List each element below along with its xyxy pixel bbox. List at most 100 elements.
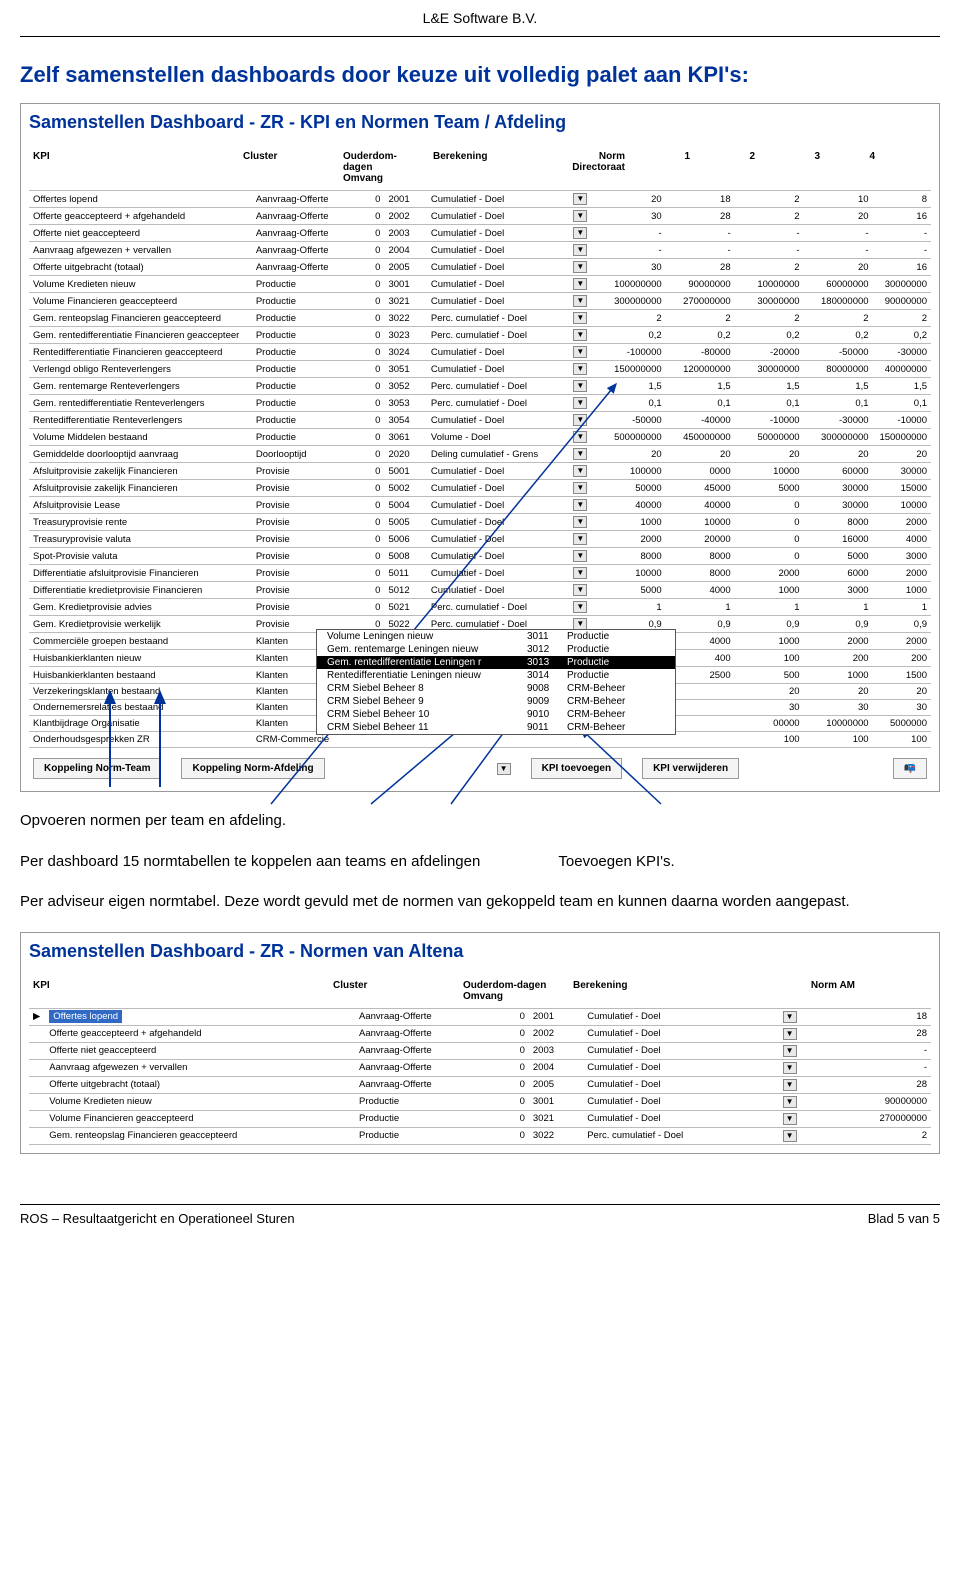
header-labels-row: KPI Cluster Ouderdom-dagen Omvang Bereke… [29,145,931,190]
chevron-down-icon[interactable]: ▼ [573,193,587,205]
table-row[interactable]: Offerte niet geaccepteerdAanvraag-Offert… [29,225,931,242]
paragraph-1: Opvoeren normen per team en afdeling. [20,810,940,833]
table-row[interactable]: Gem. rentedifferentiatie Renteverlengers… [29,395,931,412]
chevron-down-icon[interactable]: ▼ [573,499,587,511]
chevron-down-icon[interactable]: ▼ [573,448,587,460]
table-row[interactable]: Volume Middelen bestaandProductie03061Vo… [29,429,931,446]
chevron-down-icon[interactable]: ▼ [573,261,587,273]
lbl-c1: 1 [629,149,694,186]
table-row[interactable]: Gem. renteopslag Financieren geaccepteer… [29,310,931,327]
popup-row[interactable]: Gem. rentedifferentiatie Leningen r3013P… [317,656,675,669]
table-row[interactable]: Offerte niet geaccepteerdAanvraag-Offert… [29,1042,931,1059]
chevron-down-icon[interactable]: ▼ [573,329,587,341]
chevron-down-icon[interactable]: ▼ [783,1045,797,1057]
chevron-down-icon[interactable]: ▼ [573,533,587,545]
lbl-c2: 2 [694,149,759,186]
chevron-down-icon[interactable]: ▼ [573,601,587,613]
chevron-down-icon[interactable]: ▼ [573,346,587,358]
lbl2-kpi: KPI [29,978,329,1004]
chevron-down-icon[interactable]: ▼ [573,482,587,494]
table-row[interactable]: Treasuryprovisie valutaProvisie05006Cumu… [29,531,931,548]
table-row[interactable]: Gem. rentedifferentiatie Financieren gea… [29,327,931,344]
btn-kpi-verwijderen[interactable]: KPI verwijderen [642,758,739,779]
chevron-down-icon[interactable]: ▼ [573,380,587,392]
table-row[interactable]: Aanvraag afgewezen + vervallenAanvraag-O… [29,242,931,259]
table-row[interactable]: Gemiddelde doorlooptijd aanvraagDoorloop… [29,446,931,463]
table-row[interactable]: Offerte geaccepteerd + afgehandeldAanvra… [29,1025,931,1042]
table-row[interactable]: Volume Kredieten nieuwProductie03001Cumu… [29,1093,931,1110]
table-row[interactable]: Verlengd obligo RenteverlengersProductie… [29,361,931,378]
chevron-down-icon[interactable]: ▼ [783,1113,797,1125]
chevron-down-icon[interactable]: ▼ [783,1028,797,1040]
table-row[interactable]: Rentedifferentiatie RenteverlengersProdu… [29,412,931,429]
table-row[interactable]: Differentiatie kredietprovisie Financier… [29,582,931,599]
btn-koppeling-afdeling[interactable]: Koppeling Norm-Afdeling [181,758,324,779]
page-footer: ROS – Resultaatgericht en Operationeel S… [20,1204,940,1226]
chevron-down-icon[interactable]: ▼ [573,295,587,307]
chevron-down-icon[interactable]: ▼ [573,244,587,256]
table-row[interactable]: Treasuryprovisie renteProvisie05005Cumul… [29,514,931,531]
chevron-down-icon[interactable]: ▼ [783,1079,797,1091]
btn-koppeling-team[interactable]: Koppeling Norm-Team [33,758,161,779]
chevron-down-icon[interactable]: ▼ [573,210,587,222]
paragraph-3: Per adviseur eigen normtabel. Deze wordt… [20,891,940,914]
lbl-norm: Norm [599,151,625,162]
table-row[interactable]: Spot-Provisie valutaProvisie05008Cumulat… [29,548,931,565]
popup-row[interactable]: Volume Leningen nieuw3011Productie [317,630,675,643]
lbl-ouderdom: Ouderdom-dagen [343,151,397,173]
table-row[interactable]: Volume Kredieten nieuwProductie03001Cumu… [29,276,931,293]
lbl2-cluster: Cluster [329,978,459,1004]
lbl-berekening: Berekening [429,149,559,186]
table-row[interactable]: Afsluitprovisie zakelijk FinancierenProv… [29,463,931,480]
btn-kpi-toevoegen[interactable]: KPI toevoegen [531,758,622,779]
chevron-down-icon[interactable]: ▼ [573,516,587,528]
chevron-down-icon[interactable]: ▼ [573,312,587,324]
lbl-c4: 4 [824,149,879,186]
table-row[interactable]: Gem. Kredietprovisie adviesProvisie05021… [29,599,931,616]
chevron-down-icon[interactable]: ▼ [573,567,587,579]
lbl2-berekening: Berekening [569,978,739,1004]
kpi-popup-list[interactable]: Volume Leningen nieuw3011ProductieGem. r… [316,629,676,735]
popup-row[interactable]: CRM Siebel Beheer 99009CRM-Beheer [317,695,675,708]
table-row[interactable]: Gem. renteopslag Financieren geaccepteer… [29,1127,931,1144]
chevron-down-icon[interactable]: ▼ [573,363,587,375]
table-row[interactable]: Afsluitprovisie zakelijk FinancierenProv… [29,480,931,497]
chevron-down-icon[interactable]: ▼ [573,227,587,239]
chevron-down-icon[interactable]: ▼ [573,465,587,477]
table-row[interactable]: Afsluitprovisie LeaseProvisie05004Cumula… [29,497,931,514]
dropdown-toggle-icon[interactable]: ▼ [497,763,511,775]
table-row[interactable]: Volume Financieren geaccepteerdProductie… [29,293,931,310]
popup-row[interactable]: Gem. rentemarge Leningen nieuw3012Produc… [317,643,675,656]
chevron-down-icon[interactable]: ▼ [573,278,587,290]
chevron-down-icon[interactable]: ▼ [783,1096,797,1108]
table-row[interactable]: Offerte geaccepteerd + afgehandeldAanvra… [29,208,931,225]
footer-left: ROS – Resultaatgericht en Operationeel S… [20,1211,295,1226]
chevron-down-icon[interactable]: ▼ [573,397,587,409]
table-row[interactable]: Offertes lopendAanvraag-Offerte02001Cumu… [29,191,931,208]
screenshot1-title: Samenstellen Dashboard - ZR - KPI en Nor… [29,112,931,133]
table-row[interactable]: Gem. rentemarge RenteverlengersProductie… [29,378,931,395]
popup-row[interactable]: Rentedifferentiatie Leningen nieuw3014Pr… [317,669,675,682]
popup-row[interactable]: CRM Siebel Beheer 89008CRM-Beheer [317,682,675,695]
chevron-down-icon[interactable]: ▼ [573,584,587,596]
chevron-down-icon[interactable]: ▼ [783,1130,797,1142]
table-row[interactable]: Rentedifferentiatie Financieren geaccept… [29,344,931,361]
chevron-down-icon[interactable]: ▼ [573,550,587,562]
table-row[interactable]: Offerte uitgebracht (totaal)Aanvraag-Off… [29,259,931,276]
chevron-down-icon[interactable]: ▼ [783,1062,797,1074]
table-row[interactable]: ▶Offertes lopendAanvraag-Offerte02001Cum… [29,1008,931,1025]
popup-row[interactable]: CRM Siebel Beheer 109010CRM-Beheer [317,708,675,721]
table-row[interactable]: Aanvraag afgewezen + vervallenAanvraag-O… [29,1059,931,1076]
popup-row[interactable]: CRM Siebel Beheer 119011CRM-Beheer [317,721,675,734]
chevron-down-icon[interactable]: ▼ [573,431,587,443]
chevron-down-icon[interactable]: ▼ [573,414,587,426]
screenshot2-title: Samenstellen Dashboard - ZR - Normen van… [29,941,931,962]
table-row[interactable]: Volume Financieren geaccepteerdProductie… [29,1110,931,1127]
table-row[interactable]: Offerte uitgebracht (totaal)Aanvraag-Off… [29,1076,931,1093]
chevron-down-icon[interactable]: ▼ [783,1011,797,1023]
table-row[interactable]: Differentiatie afsluitprovisie Financier… [29,565,931,582]
dashboard-screenshot-2: Samenstellen Dashboard - ZR - Normen van… [20,932,940,1154]
dashboard-screenshot-1: Samenstellen Dashboard - ZR - KPI en Nor… [20,103,940,792]
kpi-table-2: ▶Offertes lopendAanvraag-Offerte02001Cum… [29,1008,931,1145]
btn-close-icon[interactable]: 📭 [893,758,927,779]
